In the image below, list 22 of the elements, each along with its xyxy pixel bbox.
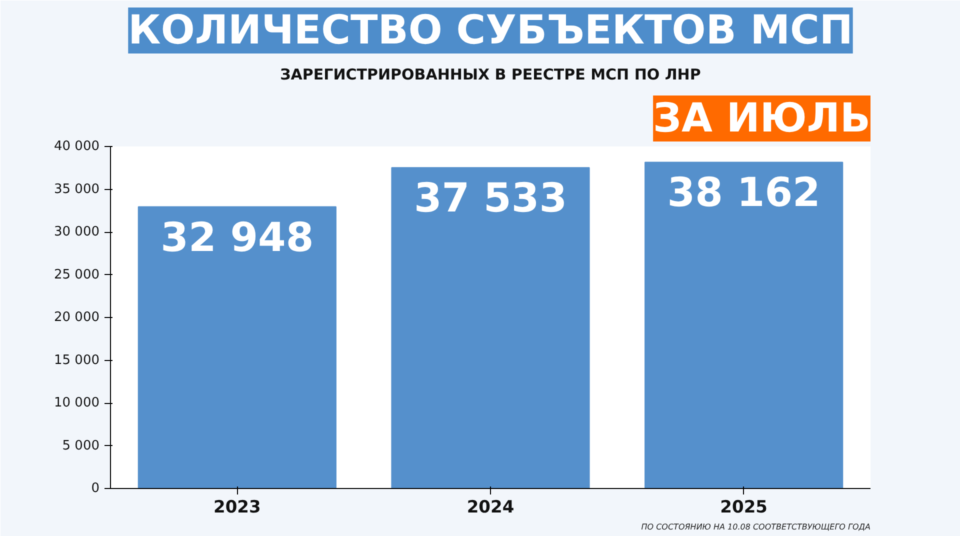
bar [644, 162, 844, 488]
data-label: 32 948 [160, 214, 314, 261]
chart-subtitle: ЗАРЕГИСТРИРОВАННЫХ В РЕЕСТРЕ МСП ПО ЛНР [280, 66, 701, 84]
y-tick-label: 30 000 [54, 224, 100, 240]
y-tick-label: 40 000 [54, 139, 100, 154]
y-tick-label: 20 000 [54, 310, 100, 325]
x-tick-label: 2023 [214, 498, 261, 518]
y-tick-label: 0 [91, 481, 100, 496]
text: ПО СОСТОЯНИЮ НА 10.08 СООТВЕТСТВУЮЩЕГО ГОДА [641, 522, 871, 532]
y-tick-label: 5 000 [62, 438, 100, 454]
y-tick-label: 25 000 [54, 267, 100, 282]
x-tick-label: 2025 [720, 498, 768, 518]
x-tick-label: 2024 [466, 498, 514, 518]
text: ЗА ИЮЛЬ [653, 96, 871, 142]
y-tick-label: 35 000 [54, 182, 100, 197]
y-tick-label: 15 000 [54, 352, 100, 368]
bar [391, 167, 590, 488]
bar [138, 206, 336, 488]
data-label: 37 533 [414, 176, 568, 222]
chart-title: КОЛИЧЕСТВО СУБЪЕКТОВ МСП [128, 8, 853, 54]
data-label: 38 162 [667, 170, 820, 216]
y-tick-label: 10 000 [54, 396, 100, 410]
